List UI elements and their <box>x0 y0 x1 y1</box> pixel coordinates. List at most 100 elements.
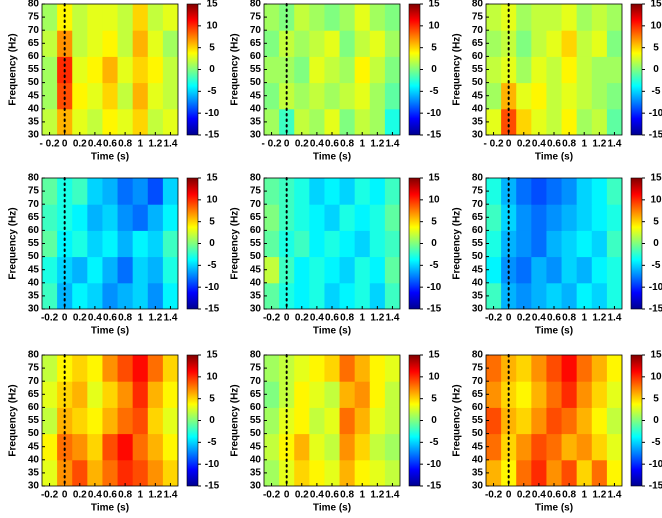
colorbar-tick-label: -5 <box>430 437 439 448</box>
heatmap <box>486 4 622 135</box>
heatmap-cell <box>531 230 547 258</box>
y-tick-label: 65 <box>250 38 262 49</box>
y-tick-label: 40 <box>28 454 40 465</box>
heatmap-cell <box>57 256 73 284</box>
y-tick-label: 45 <box>250 441 262 452</box>
y-tick-label: 75 <box>28 363 40 374</box>
colorbar-tick-label: -5 <box>652 260 661 271</box>
heatmap-cell <box>309 204 325 231</box>
x-tick-label: -0.2 <box>263 313 281 324</box>
heatmap-cell <box>87 381 103 408</box>
heatmap-cell <box>531 256 547 284</box>
heatmap-cell <box>132 230 149 258</box>
heatmap-cell <box>279 256 295 284</box>
colorbar-tick-label: -10 <box>649 108 662 119</box>
heatmap-cell <box>42 256 58 284</box>
heatmap-cell <box>561 204 578 231</box>
x-tick-label: 1 <box>359 313 365 324</box>
colorbar-tick-label: 5 <box>653 42 659 53</box>
heatmap-cell <box>324 82 341 110</box>
x-tick-label: 0.2 <box>517 313 531 324</box>
heatmap-cell <box>42 355 58 382</box>
heatmap-cell <box>309 459 325 486</box>
heatmap-cell <box>279 433 295 461</box>
heatmap-cell <box>339 30 356 57</box>
y-tick-label: 70 <box>250 376 262 387</box>
y-tick-label: 65 <box>28 38 40 49</box>
x-tick-label: 0.8 <box>118 139 132 150</box>
heatmap-cell <box>384 178 400 205</box>
heatmap-cell <box>606 108 622 135</box>
x-tick-label: 1.4 <box>163 490 177 501</box>
y-tick-label: 40 <box>472 454 484 465</box>
y-axis-label: Frequency (Hz) <box>452 33 463 105</box>
y-tick-label: 80 <box>250 0 262 10</box>
y-tick-label: 45 <box>472 441 484 452</box>
x-tick-label: 0.2 <box>73 139 87 150</box>
x-tick-label: 0.8 <box>340 313 354 324</box>
heatmap-cell <box>264 256 280 284</box>
x-tick-label: 1 <box>359 490 365 501</box>
x-axis-label: Time (s) <box>313 326 351 337</box>
heatmap-cell <box>591 282 608 309</box>
y-tick-label: 75 <box>250 363 262 374</box>
heatmap-cell <box>102 282 119 309</box>
colorbar <box>630 3 643 136</box>
heatmap-cell <box>516 355 532 382</box>
heatmap-cell <box>606 433 622 461</box>
x-tick-label: 0 <box>284 490 290 501</box>
heatmap-cell <box>324 56 341 84</box>
x-tick-label: 0.8 <box>562 139 576 150</box>
y-tick-label: 55 <box>250 238 262 249</box>
heatmap-cell <box>87 282 103 309</box>
y-tick-label: 80 <box>28 173 40 184</box>
y-tick-label: 80 <box>250 173 262 184</box>
x-tick-label: 0 <box>62 313 68 324</box>
x-tick-label: - 0.2 <box>262 139 282 150</box>
y-tick-label: 75 <box>250 12 262 23</box>
heatmap-cell <box>42 4 58 31</box>
heatmap-cell <box>87 204 103 231</box>
heatmap-cell <box>546 108 563 135</box>
heatmap-cell <box>384 282 400 309</box>
y-tick-label: 65 <box>250 389 262 400</box>
y-tick-label: 80 <box>250 350 262 361</box>
heatmap-cell <box>264 56 280 84</box>
heatmap-cell <box>576 108 593 135</box>
y-tick-label: 35 <box>250 468 262 479</box>
heatmap-cell <box>294 230 310 258</box>
heatmap-cell <box>72 178 88 205</box>
heatmap-cell <box>72 282 88 309</box>
heatmap-cell <box>279 82 295 110</box>
y-tick-label: 80 <box>472 0 484 10</box>
y-axis-label: Frequency (Hz) <box>230 384 241 456</box>
heatmap-cell <box>384 407 400 435</box>
heatmap-cell <box>72 256 88 284</box>
heatmap-cell <box>162 56 178 84</box>
heatmap-cell <box>546 407 563 435</box>
colorbar-tick-label: 5 <box>209 42 215 53</box>
colorbar-tick-label: -5 <box>208 437 217 448</box>
heatmap-cell <box>354 56 371 84</box>
heatmap-cell <box>606 82 622 110</box>
heatmap-cell <box>591 4 608 31</box>
y-tick-label: 65 <box>472 389 484 400</box>
heatmap-cell <box>162 282 178 309</box>
heatmap-cell <box>294 178 310 205</box>
heatmap-cell <box>264 82 280 110</box>
heatmap-cell <box>576 230 593 258</box>
y-tick-label: 80 <box>28 0 40 10</box>
y-tick-label: 75 <box>28 12 40 23</box>
heatmap-cell <box>384 30 400 57</box>
heatmap-cell <box>132 178 149 205</box>
y-tick-label: 65 <box>28 212 40 223</box>
x-tick-label: 1.4 <box>385 313 399 324</box>
heatmap-cell <box>294 4 310 31</box>
colorbar-tick-label: 10 <box>428 20 440 31</box>
heatmap-cell <box>546 178 563 205</box>
x-tick-label: 1.4 <box>163 139 177 150</box>
heatmap-cell <box>354 282 371 309</box>
y-tick-label: 60 <box>472 51 484 62</box>
heatmap-cell <box>294 381 310 408</box>
x-tick-label: 0.4 <box>532 313 546 324</box>
